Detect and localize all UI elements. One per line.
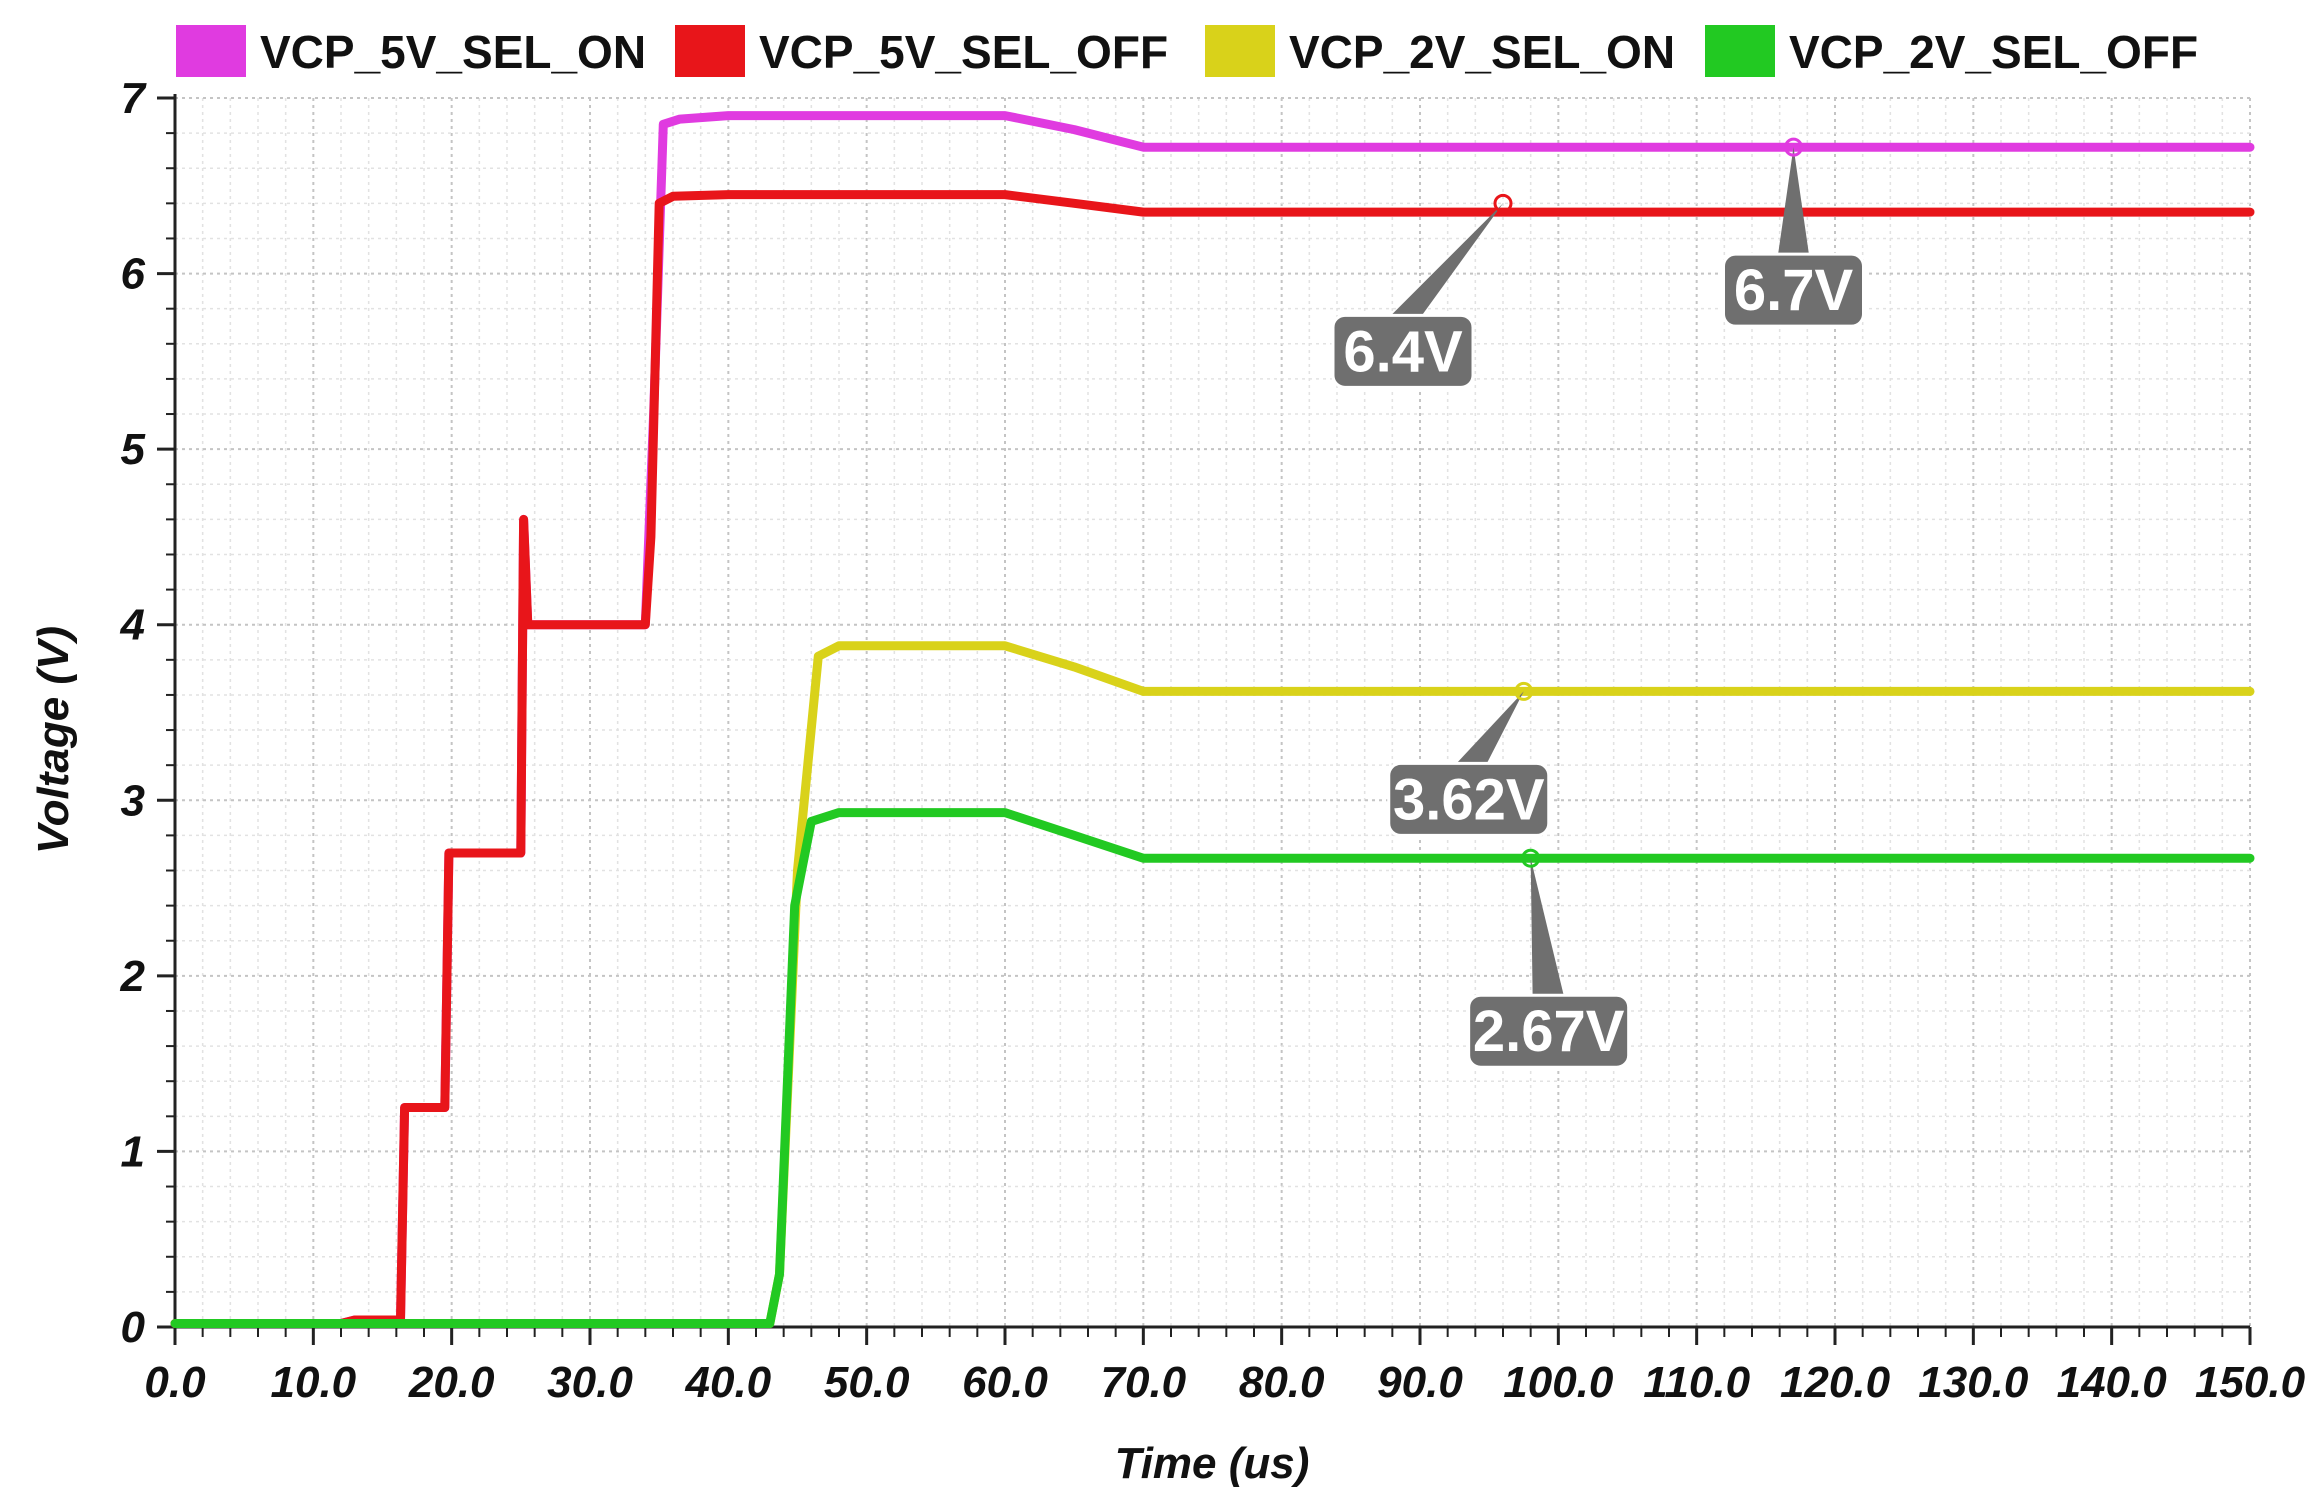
callout-pointer (1452, 691, 1524, 768)
series-line-vcp-2v-sel-off (170, 808, 2255, 1328)
x-tick-label: 130.0 (1918, 1358, 2029, 1407)
legend-label: VCP_2V_SEL_ON (1289, 26, 1675, 78)
callout-pointer (1777, 147, 1810, 259)
x-tick-label: 60.0 (962, 1358, 1048, 1407)
x-tick-label: 90.0 (1377, 1358, 1463, 1407)
callout-6-7v: 6.7V (1722, 137, 1865, 328)
x-axis-label: Time (us) (1115, 1439, 1310, 1488)
legend-swatch (675, 25, 745, 77)
x-tick-label: 140.0 (2057, 1358, 2168, 1407)
y-axis-label: Voltage (V) (29, 626, 78, 854)
legend-item: VCP_5V_SEL_OFF (675, 25, 1168, 78)
x-tick-label: 70.0 (1101, 1358, 1187, 1407)
callout-label: 6.7V (1734, 258, 1854, 323)
x-tick-label: 30.0 (547, 1358, 633, 1407)
callout-6-4v: 6.4V (1331, 193, 1513, 389)
legend-swatch (1705, 25, 1775, 77)
legend-label: VCP_5V_SEL_ON (260, 26, 646, 78)
callout-box (1387, 761, 1551, 837)
x-tick-label: 110.0 (1643, 1358, 1750, 1407)
y-tick-label: 0 (121, 1303, 146, 1352)
legend-item: VCP_2V_SEL_OFF (1705, 25, 2198, 78)
y-tick-label: 7 (121, 74, 148, 123)
callout-3-62v: 3.62V (1387, 681, 1551, 837)
callout-pointer (1387, 203, 1503, 320)
x-tick-label: 150.0 (2195, 1358, 2306, 1407)
x-tick-label: 50.0 (824, 1358, 910, 1407)
marker-circle (1493, 193, 1513, 213)
legend-label: VCP_5V_SEL_OFF (759, 26, 1168, 78)
x-tick-label: 10.0 (271, 1358, 357, 1407)
y-tick-label: 5 (121, 425, 146, 474)
axes: 0.0 10.0 20.0 30.0 40.0 50.0 60.0 70.0 80.0 90.0 1… (120, 74, 2306, 1407)
marker-circle (1784, 137, 1803, 157)
x-tick-label: 80.0 (1239, 1358, 1325, 1407)
callout-label: 6.4V (1343, 319, 1463, 384)
legend-item: VCP_2V_SEL_ON (1205, 25, 1675, 78)
data-series (170, 111, 2255, 1328)
x-tick-label: 40.0 (685, 1358, 772, 1407)
callout-label: 2.67V (1473, 999, 1625, 1064)
x-tick-label: 100.0 (1503, 1358, 1614, 1407)
x-tick-label: 120.0 (1780, 1358, 1891, 1407)
callout-label: 3.62V (1393, 767, 1545, 832)
callout-box (1722, 252, 1865, 328)
value-callouts: 6.4V 6.7V 3.62V 2.67V (1331, 137, 1865, 1069)
callout-box (1331, 313, 1475, 389)
y-tick-label: 4 (120, 601, 145, 650)
x-tick-label: 20.0 (408, 1358, 495, 1407)
legend-swatch (1205, 25, 1275, 77)
marker-circle (1521, 848, 1541, 868)
y-tick-label: 1 (121, 1127, 145, 1176)
callout-2-67v: 2.67V (1467, 848, 1631, 1069)
callout-box (1467, 993, 1631, 1069)
y-tick-label: 2 (120, 952, 146, 1001)
y-tick-label: 3 (121, 776, 145, 825)
callout-pointer (1530, 858, 1565, 1000)
legend-label: VCP_2V_SEL_OFF (1789, 26, 2198, 78)
marker-circle (1514, 681, 1534, 701)
legend-item: VCP_5V_SEL_ON (176, 25, 646, 78)
legend-swatch (176, 25, 246, 77)
x-tick-label: 0.0 (144, 1358, 206, 1407)
legend: VCP_5V_SEL_ON VCP_5V_SEL_OFF VCP_2V_SEL_ON… (176, 25, 2198, 78)
y-tick-label: 6 (121, 250, 146, 299)
